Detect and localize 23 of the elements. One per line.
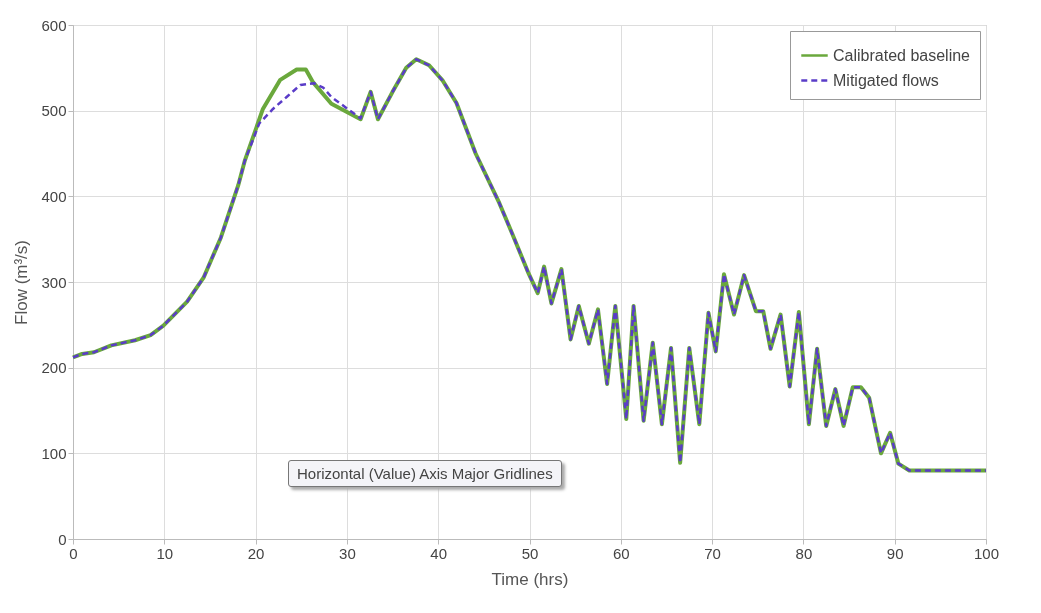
y-axis-title: Flow (m³/s)	[12, 240, 32, 325]
x-tick-label: 30	[339, 544, 356, 562]
x-axis-title: Time (hrs)	[491, 569, 569, 589]
y-tick-label: 200	[41, 359, 67, 377]
x-tick-label: 80	[795, 544, 813, 562]
x-tick-label: 70	[704, 544, 721, 562]
legend-label: Calibrated baseline	[833, 46, 971, 64]
x-tick-label: 100	[973, 544, 1000, 562]
y-tick-label: 300	[41, 273, 67, 291]
y-tick-label: 100	[41, 444, 67, 462]
y-tick-label: 400	[41, 187, 67, 205]
legend-label: Mitigated flows	[833, 71, 939, 89]
y-tick-label: 0	[58, 530, 67, 548]
x-tick-label: 90	[886, 544, 904, 562]
x-tick-label: 40	[430, 544, 448, 562]
x-tick-label: 0	[69, 544, 78, 562]
x-tick-label: 20	[247, 544, 265, 562]
annotation: Horizontal (Value) Axis Major Gridlines	[288, 460, 562, 487]
x-tick-label: 60	[612, 544, 630, 562]
y-tick-label: 600	[41, 16, 67, 34]
x-tick-label: 50	[521, 544, 539, 562]
x-tick-label: 10	[156, 544, 174, 562]
y-tick-label: 500	[41, 102, 67, 120]
